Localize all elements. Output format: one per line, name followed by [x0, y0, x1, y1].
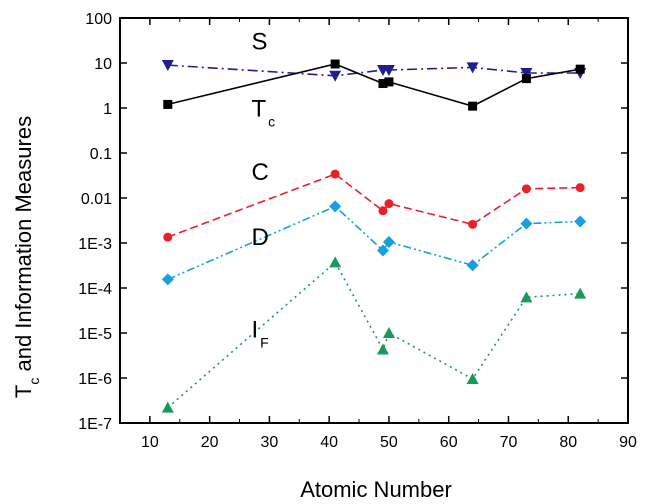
y-tick-label: 100: [85, 11, 112, 28]
y-axis-title-rest: and Information Measures: [11, 116, 36, 378]
y-axis: 1E-7 1E-6 1E-5 1E-4 1E-3 0.01 0.1 1 10 100: [78, 11, 628, 433]
data-point: [376, 244, 389, 257]
x-tick-label: 10: [141, 434, 159, 451]
x-axis-title: Atomic Number: [300, 477, 452, 502]
x-tick-label: 80: [559, 434, 577, 451]
series-line: [167, 261, 581, 409]
data-point: [329, 200, 342, 213]
y-tick-label: 1E-4: [78, 281, 112, 298]
data-point: [384, 199, 394, 209]
plot-frame: [119, 17, 629, 424]
series-layer: [161, 59, 587, 413]
series-label: C: [251, 159, 268, 186]
x-tick-label: 20: [201, 434, 219, 451]
data-point: [329, 256, 342, 268]
data-point: [574, 287, 587, 299]
series-2: [163, 169, 585, 242]
data-point: [466, 259, 479, 272]
data-point: [520, 67, 533, 79]
data-point: [466, 62, 479, 74]
y-tick-label: 1E-7: [78, 416, 112, 433]
data-point: [382, 327, 395, 338]
data-point: [161, 60, 174, 72]
data-point: [520, 217, 533, 230]
data-point: [161, 273, 174, 286]
data-point: [521, 74, 531, 84]
y-tick-label: 0.01: [81, 191, 112, 208]
series-label: D: [251, 224, 268, 251]
x-tick-label: 70: [500, 434, 518, 451]
data-point: [330, 169, 340, 179]
data-point: [521, 184, 531, 194]
series-3: [161, 200, 587, 286]
series-line: [167, 205, 581, 281]
y-axis-title-main: T: [11, 385, 36, 398]
data-point: [574, 215, 587, 228]
x-tick-label: 60: [440, 434, 458, 451]
data-point: [382, 236, 395, 249]
y-tick-label: 1E-6: [78, 371, 112, 388]
data-point: [378, 79, 388, 89]
x-axis: 10 20 30 40 50 60 70 80 90: [119, 18, 637, 451]
y-axis-title-sub: c: [26, 378, 42, 385]
data-point: [163, 232, 173, 242]
y-tick-label: 1E-3: [78, 236, 112, 253]
data-point: [384, 77, 394, 87]
data-point: [161, 401, 174, 413]
y-tick-label: 10: [94, 56, 112, 73]
x-tick-label: 50: [380, 434, 398, 451]
x-tick-label: 40: [320, 434, 338, 451]
series-label: S: [251, 28, 267, 55]
data-point: [468, 101, 478, 111]
data-point: [575, 64, 585, 74]
series-4: [161, 256, 587, 413]
data-point: [466, 373, 479, 385]
y-tick-label: 1: [103, 101, 112, 118]
x-tick-label: 30: [261, 434, 279, 451]
data-point: [520, 291, 533, 303]
plot-border: [119, 17, 629, 424]
y-tick-label: 1E-5: [78, 326, 112, 343]
data-point: [378, 206, 388, 216]
y-tick-label: 0.1: [90, 146, 112, 163]
data-point: [376, 343, 389, 355]
data-point: [329, 70, 342, 82]
data-point: [575, 183, 585, 193]
data-point: [163, 99, 173, 109]
y-axis-title: Tc and Information Measures: [11, 116, 42, 398]
series-labels: S T c C D I F: [251, 28, 275, 350]
x-tick-label: 90: [619, 434, 637, 451]
svg-text:Tc and Information Measures: Tc and Information Measures: [11, 116, 42, 398]
data-point: [330, 59, 340, 69]
data-point: [468, 219, 478, 229]
series-line: [167, 173, 581, 238]
series-line: [167, 64, 581, 77]
series-1: [163, 59, 585, 111]
data-point: [382, 64, 395, 76]
